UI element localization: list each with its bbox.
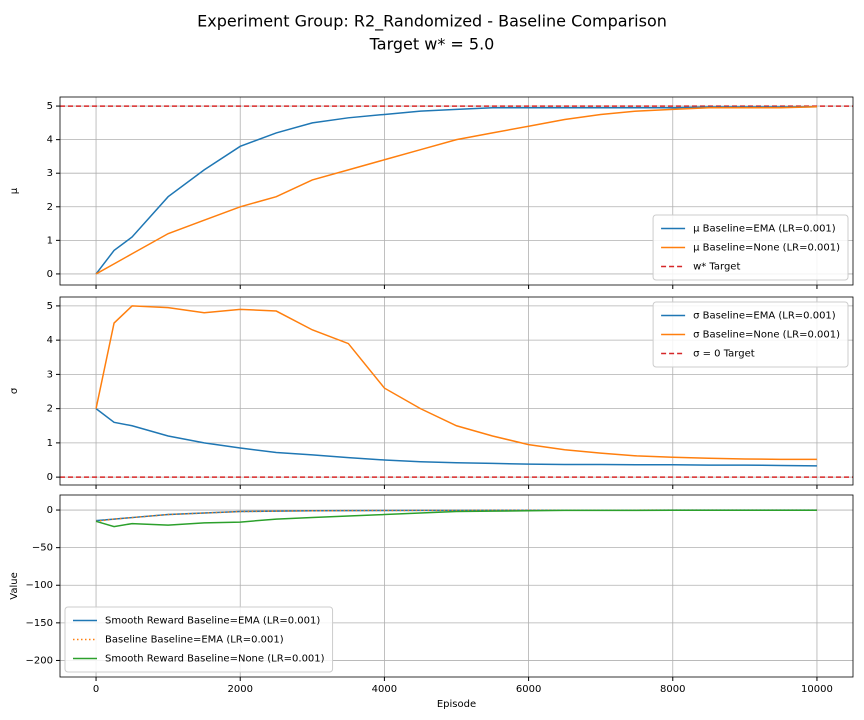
- legend-label: Baseline Baseline=EMA (LR=0.001): [105, 635, 284, 646]
- figure-title: Experiment Group: R2_Randomized - Baseli…: [197, 12, 667, 32]
- x-tick-label: 10000: [801, 684, 833, 695]
- legend-label: σ = 0 Target: [693, 349, 755, 360]
- y-tick-label: 3: [47, 168, 53, 179]
- y-axis-label: Value: [9, 572, 20, 599]
- x-axis-label: Episode: [437, 699, 476, 710]
- y-tick-label: 5: [47, 101, 53, 112]
- legend-box: [652, 301, 849, 368]
- series-line: [95, 408, 817, 467]
- y-tick-label: 5: [47, 301, 53, 312]
- y-tick-label: −100: [26, 580, 53, 591]
- y-tick-label: −50: [32, 543, 53, 554]
- series-line: [95, 105, 817, 275]
- axes-frame: [59, 494, 854, 678]
- axes-frame: [59, 296, 854, 486]
- x-tick-label: 8000: [660, 684, 685, 695]
- y-tick-label: 2: [47, 404, 53, 415]
- legend-label: Smooth Reward Baseline=None (LR=0.001): [105, 654, 325, 665]
- legend-box: [652, 214, 849, 281]
- legend-label: σ Baseline=EMA (LR=0.001): [693, 311, 836, 322]
- figure-subtitle: Target w* = 5.0: [369, 35, 495, 54]
- legend-label: μ Baseline=None (LR=0.001): [693, 243, 840, 254]
- x-tick-label: 4000: [372, 684, 397, 695]
- legend-label: w* Target: [693, 262, 740, 273]
- legend-box: [64, 606, 334, 673]
- series-line: [95, 305, 817, 461]
- y-tick-label: −200: [26, 655, 53, 666]
- y-tick-label: 4: [47, 335, 53, 346]
- y-axis-label: σ: [9, 387, 20, 394]
- legend-label: Smooth Reward Baseline=EMA (LR=0.001): [105, 616, 320, 627]
- y-tick-label: 2: [47, 202, 53, 213]
- x-tick-label: 2000: [228, 684, 253, 695]
- series-line: [95, 105, 817, 275]
- x-tick-label: 0: [93, 684, 99, 695]
- legend-label: σ Baseline=None (LR=0.001): [693, 330, 840, 341]
- y-tick-label: −150: [26, 618, 53, 629]
- legend-label: μ Baseline=EMA (LR=0.001): [693, 224, 836, 235]
- y-tick-label: 4: [47, 135, 53, 146]
- y-tick-label: 0: [47, 472, 53, 483]
- y-tick-label: 0: [47, 505, 53, 516]
- y-tick-label: 1: [47, 235, 53, 246]
- legend: μ Baseline=EMA (LR=0.001) μ Baseline=None…: [652, 214, 849, 281]
- axes-frame: [59, 96, 854, 286]
- y-tick-label: 0: [47, 269, 53, 280]
- y-tick-label: 1: [47, 438, 53, 449]
- legend: σ Baseline=EMA (LR=0.001) σ Baseline=None…: [652, 301, 849, 368]
- x-tick-label: 6000: [516, 684, 541, 695]
- y-axis-label: μ: [9, 187, 20, 194]
- y-tick-label: 3: [47, 369, 53, 380]
- series-line: [95, 509, 817, 528]
- legend: Smooth Reward Baseline=EMA (LR=0.001) Bas…: [64, 606, 334, 673]
